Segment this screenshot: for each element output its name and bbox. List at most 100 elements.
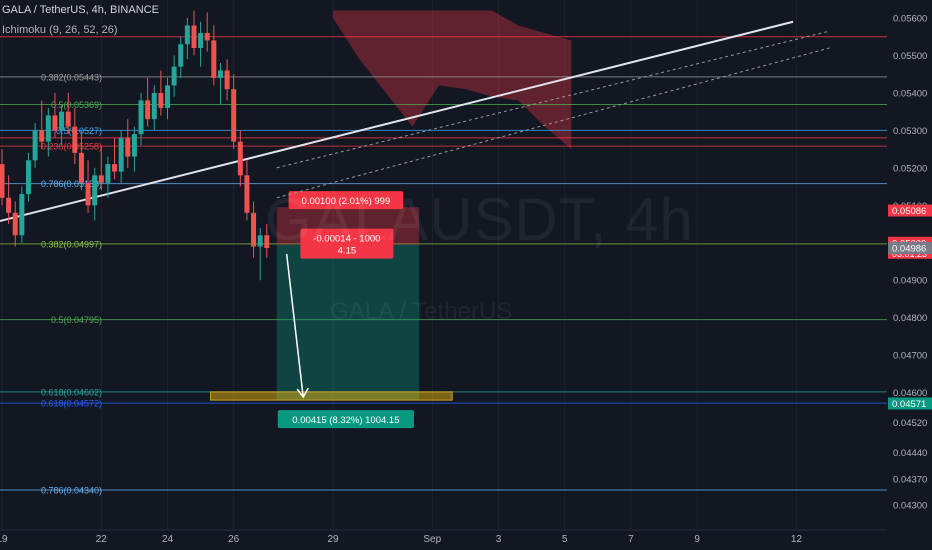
price-axis[interactable]: 0.056000.055000.054000.053000.052000.051… [887, 0, 932, 530]
candle-body [112, 164, 118, 172]
candle-body [32, 130, 38, 161]
price-tag: 0.04986 [892, 244, 926, 255]
symbol-title[interactable]: GALA / TetherUS, 4h, BINANCE [2, 4, 159, 16]
candle-body [211, 40, 217, 78]
candle-body [65, 111, 71, 127]
time-tick: 5 [562, 534, 568, 545]
candle-body [45, 115, 51, 142]
time-axis-bg [0, 530, 932, 550]
candle-body [198, 32, 204, 48]
time-tick: 19 [0, 534, 8, 545]
time-tick: 7 [628, 534, 634, 545]
price-tick: 0.05300 [893, 126, 927, 137]
candle-body [151, 92, 157, 120]
candle-body [118, 137, 124, 172]
price-tag: 0.04571 [892, 399, 926, 410]
candle-body [231, 89, 237, 142]
candle-body [158, 92, 164, 108]
cloud-area [333, 10, 572, 150]
price-tick: 0.04800 [893, 313, 927, 324]
price-tick: 0.04520 [893, 418, 927, 429]
candle-body [0, 164, 5, 198]
entry-label: -0.00014 - 1000 [313, 234, 380, 245]
price-tick: 0.04440 [893, 448, 927, 459]
watermark-name: GALA / TetherUS [330, 298, 513, 325]
candle-body [25, 160, 31, 195]
entry-label-bg [300, 228, 394, 259]
indicator-title[interactable]: Ichimoku (9, 26, 52, 26) [2, 24, 118, 36]
time-tick: 12 [791, 534, 803, 545]
price-tick: 0.05600 [893, 14, 927, 25]
time-tick: 24 [162, 534, 174, 545]
fib-label[interactable]: 0.5(0.0527) [56, 126, 102, 136]
stop-label: 0.00100 (2.01%) 999 [302, 196, 391, 207]
candle-body [59, 111, 65, 131]
candle-body [204, 32, 210, 41]
price-tag-bg [888, 242, 932, 255]
target-label: 0.00415 (8.32%) 1004.15 [292, 415, 399, 426]
fib-label[interactable]: 0.382(0.04997) [41, 239, 102, 249]
candle-body [131, 134, 137, 157]
fib-label[interactable]: 0.618(0.04572) [41, 399, 102, 409]
price-tick: 0.05400 [893, 88, 927, 99]
price-tag-bg [888, 204, 932, 217]
candle-body [237, 141, 243, 176]
candle-body [98, 175, 104, 183]
time-axis[interactable]: 19 22 24 26 29 Sep 3 5 7 9 12 [0, 529, 932, 550]
candle-body [224, 70, 230, 90]
fib-levels[interactable]: 0.382(0.05443) 0.5(0.05369) 0.5(0.0527) 0.2… [0, 36, 887, 496]
time-tick: 22 [96, 534, 108, 545]
candle-body [145, 100, 151, 120]
fib-label[interactable]: 0.5(0.04795) [51, 315, 102, 325]
candle-body [6, 197, 12, 213]
candle-body [171, 66, 177, 86]
time-tick: 26 [228, 534, 240, 545]
price-tag-bg [888, 397, 932, 410]
candles [0, 10, 270, 281]
time-tick: 29 [327, 534, 339, 545]
candle-body [105, 164, 111, 183]
fib-label[interactable]: 0.786(0.04340) [41, 486, 102, 496]
candle-body [72, 126, 78, 153]
candle-body [39, 130, 45, 142]
fib-label[interactable]: 0.5(0.05369) [51, 100, 102, 110]
candle-body [165, 85, 170, 108]
channel-line [276, 30, 830, 169]
main-trendline [0, 20, 794, 223]
price-tick: 0.04900 [893, 276, 927, 287]
price-tick: 0.05200 [893, 163, 927, 174]
time-tick: 3 [496, 534, 502, 545]
stop-label-bg [288, 191, 404, 210]
candle-body [138, 100, 144, 135]
price-tick: 0.04600 [893, 388, 927, 399]
target-label-bg [277, 410, 414, 429]
time-tick: 9 [694, 534, 700, 545]
candle-body [19, 194, 25, 236]
price-tick: 0.04370 [893, 474, 927, 485]
fib-label[interactable]: 0.236(0.05258) [41, 142, 102, 152]
fib-label[interactable]: 0.382(0.05443) [41, 72, 102, 82]
entry-label: 4.15 [338, 246, 357, 257]
candle-body [264, 235, 270, 249]
candle-body [78, 152, 84, 183]
price-tick: 0.05500 [893, 51, 927, 62]
watermark-symbol: GALAUSDT, 4h [265, 186, 694, 253]
price-tick: 0.04300 [893, 501, 927, 512]
candle-body [125, 137, 131, 157]
fib-label[interactable]: 0.786(0.05158) [41, 179, 102, 189]
candle-body [178, 44, 184, 67]
candle-body [257, 235, 263, 247]
ichimoku-cloud [333, 10, 572, 150]
trendlines[interactable] [0, 20, 830, 399]
time-tick: Sep [423, 534, 441, 545]
price-tag: 0.05086 [892, 206, 926, 217]
candle-body [92, 175, 98, 206]
candle-body [52, 115, 58, 131]
candle-body [251, 212, 257, 247]
fib-label[interactable]: 0.618(0.04602) [41, 387, 102, 397]
candle-body [191, 25, 197, 48]
axis-bg [887, 0, 932, 530]
price-tick: 0.04700 [893, 351, 927, 362]
target-box [210, 391, 453, 401]
